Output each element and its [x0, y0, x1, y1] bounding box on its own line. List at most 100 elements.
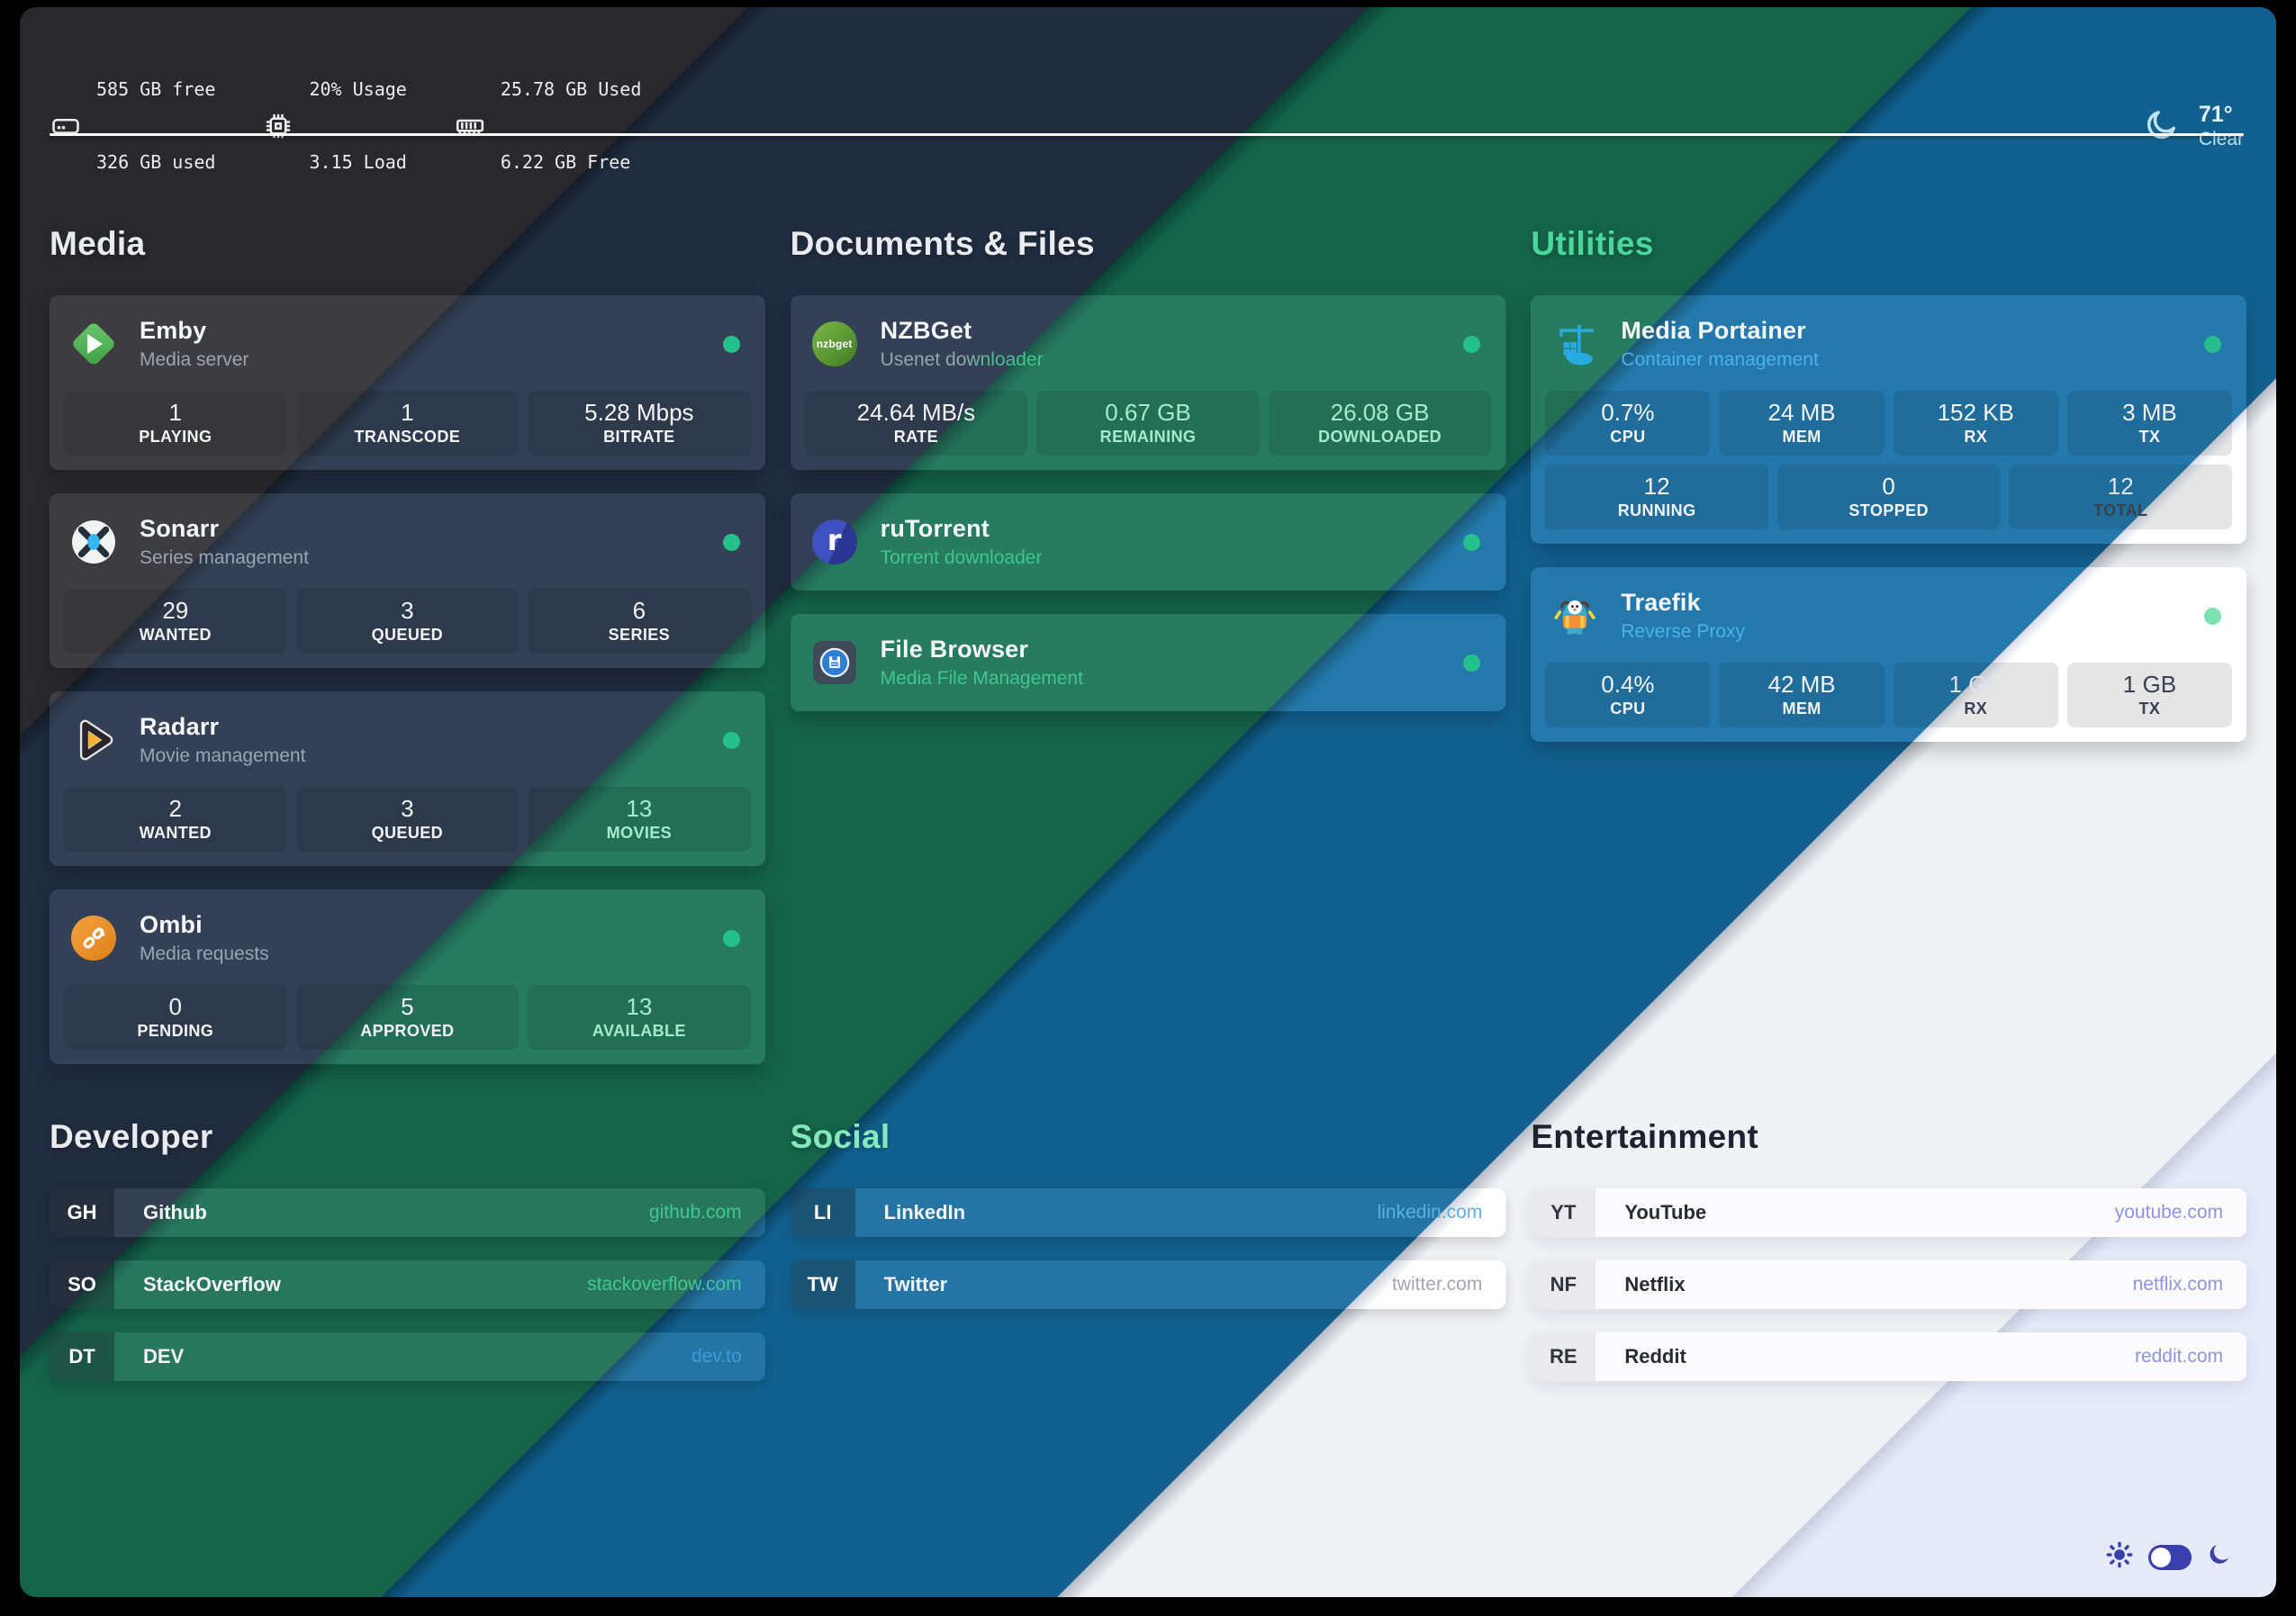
card-portainer[interactable]: Media Portainer Container management 0.7… — [1531, 295, 2246, 544]
stat-ombi-approved: 5 APPROVED — [295, 985, 520, 1050]
app-title-emby: Emby — [140, 317, 207, 344]
card-sonarr[interactable]: Sonarr Series management 29 WANTED 3 QUE… — [50, 493, 765, 668]
weather-widget: 71° Clear — [2143, 101, 2244, 151]
app-title-nzbget: NZBGet — [880, 317, 972, 344]
section-title-entertainment: Entertainment — [1531, 1118, 1758, 1155]
stat-traefik-cpu: 0.4% CPU — [1545, 663, 1711, 727]
section-social: Social LI LinkedIn linkedin.com TW Twitt… — [790, 1116, 1506, 1332]
app-title-portainer: Media Portainer — [1621, 317, 1806, 344]
radarr-icon — [71, 718, 116, 763]
card-traefik[interactable]: Traefik Reverse Proxy 0.4% CPU 42 MB MEM — [1531, 567, 2246, 742]
link-stackoverflow[interactable]: SO StackOverflow stackoverflow.com — [50, 1260, 765, 1309]
link-linkedin[interactable]: LI LinkedIn linkedin.com — [790, 1188, 1506, 1237]
app-subtitle-sonarr: Series management — [140, 547, 309, 568]
stat-portainer-cpu: 0.7% CPU — [1545, 391, 1711, 456]
app-title-sonarr: Sonarr — [140, 515, 220, 542]
theme-toggle[interactable] — [2148, 1544, 2192, 1570]
system-status-bar: 585 GB free 326 GB used 20% Usage 3.15 L… — [50, 29, 2244, 223]
moon-icon[interactable] — [2206, 1541, 2233, 1573]
app-subtitle-filebrowser: Media File Management — [880, 668, 1083, 689]
sonarr-icon — [71, 519, 116, 564]
stat-nzbget-rate: 24.64 MB/s RATE — [804, 391, 1028, 456]
ram-used-text: 25.78 GB Used — [500, 78, 642, 100]
status-dot-radarr — [722, 731, 740, 749]
link-url-linkedin: linkedin.com — [1377, 1202, 1483, 1223]
status-dot-traefik — [2204, 607, 2221, 625]
stat-emby-playing: 1 PLAYING — [64, 391, 287, 456]
app-subtitle-traefik: Reverse Proxy — [1621, 621, 1746, 642]
disk-used-text: 326 GB used — [96, 151, 216, 173]
disk-free-text: 585 GB free — [96, 78, 216, 100]
link-tag-github: GH — [50, 1188, 114, 1237]
stat-portainer-running: 12 RUNNING — [1545, 465, 1768, 529]
card-radarr[interactable]: Radarr Movie management 2 WANTED 3 QUEUE… — [50, 691, 765, 866]
link-github[interactable]: GH Github github.com — [50, 1188, 765, 1237]
link-youtube[interactable]: YT YouTube youtube.com — [1531, 1188, 2246, 1237]
stat-emby-transcode: 1 TRANSCODE — [295, 391, 520, 456]
stat-traefik-tx: 1 GB TX — [2066, 663, 2232, 727]
stat-portainer-rx: 152 KB RX — [1893, 391, 2058, 456]
section-media: Media Emby Media server 1 PLAYING — [50, 223, 765, 1088]
cpu-load-text: 3.15 Load — [309, 151, 407, 173]
card-filebrowser[interactable]: File Browser Media File Management — [790, 614, 1506, 711]
disk-stats: 585 GB free 326 GB used — [50, 29, 215, 223]
section-documents: Documents & Files nzbget NZBGet Usenet d… — [790, 223, 1506, 735]
bottom-sections: Developer GH Github github.com SO StackO… — [50, 1116, 2246, 1404]
stat-radarr-queued: 3 QUEUED — [295, 787, 520, 852]
stat-portainer-stopped: 0 STOPPED — [1776, 465, 2001, 529]
link-tag-netflix: NF — [1531, 1260, 1596, 1309]
link-tag-dev: DT — [50, 1332, 114, 1381]
section-title-media: Media — [50, 225, 146, 262]
status-dot-ombi — [722, 929, 740, 947]
link-reddit[interactable]: RE Reddit reddit.com — [1531, 1332, 2246, 1381]
link-name-twitter: Twitter — [883, 1273, 948, 1296]
link-tag-twitter: TW — [790, 1260, 855, 1309]
topbar-divider — [50, 133, 2244, 136]
dashboard-root: 585 GB free 326 GB used 20% Usage 3.15 L… — [20, 7, 2276, 1597]
theme-switcher — [2105, 1540, 2233, 1574]
link-url-twitter: twitter.com — [1391, 1274, 1483, 1295]
app-subtitle-rutorrent: Torrent downloader — [880, 547, 1043, 568]
cpu-usage-text: 20% Usage — [309, 78, 407, 100]
ombi-icon — [71, 916, 116, 961]
link-netflix[interactable]: NF Netflix netflix.com — [1531, 1260, 2246, 1309]
sun-icon[interactable] — [2105, 1540, 2134, 1574]
link-twitter[interactable]: TW Twitter twitter.com — [790, 1260, 1506, 1309]
link-url-github: github.com — [648, 1202, 742, 1223]
card-emby[interactable]: Emby Media server 1 PLAYING 1 TRANSCODE — [50, 295, 765, 470]
link-dev[interactable]: DT DEV dev.to — [50, 1332, 765, 1381]
section-title-utilities: Utilities — [1531, 225, 1654, 262]
card-rutorrent[interactable]: r ruTorrent Torrent downloader — [790, 493, 1506, 591]
app-title-radarr: Radarr — [140, 713, 220, 740]
section-utilities: Utilities — [1531, 223, 2246, 765]
status-dot-sonarr — [722, 533, 740, 551]
stat-portainer-mem: 24 MB MEM — [1719, 391, 1885, 456]
stat-traefik-rx: 1 GB RX — [1893, 663, 2058, 727]
card-ombi[interactable]: Ombi Media requests 0 PENDING 5 APPROVED — [50, 889, 765, 1064]
app-title-ombi: Ombi — [140, 911, 203, 938]
status-dot-filebrowser — [1463, 654, 1481, 672]
stat-portainer-total: 12 TOTAL — [2009, 465, 2232, 529]
app-title-filebrowser: File Browser — [880, 636, 1029, 663]
stat-ombi-available: 13 AVAILABLE — [528, 985, 751, 1050]
link-url-youtube: youtube.com — [2114, 1202, 2223, 1223]
status-dot-nzbget — [1463, 335, 1481, 353]
link-tag-linkedin: LI — [790, 1188, 855, 1237]
filebrowser-icon — [812, 640, 857, 685]
traefik-icon — [1552, 593, 1597, 638]
stat-sonarr-wanted: 29 WANTED — [64, 589, 287, 654]
app-title-traefik: Traefik — [1621, 589, 1701, 616]
app-subtitle-radarr: Movie management — [140, 745, 306, 766]
stat-sonarr-series: 6 SERIES — [528, 589, 751, 654]
stat-traefik-mem: 42 MB MEM — [1719, 663, 1885, 727]
section-title-developer: Developer — [50, 1118, 213, 1155]
link-url-reddit: reddit.com — [2134, 1346, 2223, 1367]
card-nzbget[interactable]: nzbget NZBGet Usenet downloader 24.64 MB… — [790, 295, 1506, 470]
rutorrent-icon: r — [811, 519, 857, 564]
link-url-dev: dev.to — [692, 1346, 742, 1367]
stat-nzbget-remaining: 0.67 GB REMAINING — [1036, 391, 1260, 456]
weather-condition: Clear — [2198, 129, 2244, 149]
stat-nzbget-downloaded: 26.08 GB DOWNLOADED — [1268, 391, 1492, 456]
link-name-reddit: Reddit — [1624, 1345, 1686, 1368]
link-name-youtube: YouTube — [1624, 1201, 1707, 1223]
